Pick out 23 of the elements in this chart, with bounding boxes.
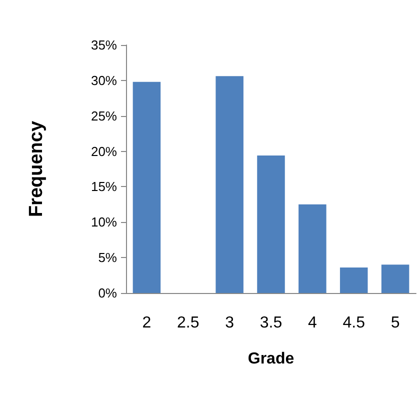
bar [257,156,285,293]
x-axis-title: Grade [248,350,294,368]
bar [340,267,368,293]
y-tick-label: 20% [90,144,118,159]
y-tick-label: 15% [90,179,118,194]
y-tick-label: 5% [98,250,118,266]
x-tick-label: 2.5 [177,314,200,332]
y-axis-title: Frequency [26,120,47,218]
y-tick-label: 30% [90,72,118,88]
x-tick-label: 3 [225,314,234,332]
y-tick-label: 25% [90,108,118,124]
y-tick-label: 10% [90,214,118,230]
x-tick-label: 2 [142,314,152,332]
x-tick-label: 3.5 [260,314,282,332]
x-tick-label: 4 [308,314,317,332]
bar [216,76,244,293]
x-tick-label: 4.5 [342,314,366,332]
y-tick-label: 35% [90,38,118,52]
bar [132,82,161,293]
y-tick-label: 0% [98,286,118,300]
x-tick-label: 5 [390,314,400,332]
bar [298,204,326,293]
bar [381,264,410,293]
